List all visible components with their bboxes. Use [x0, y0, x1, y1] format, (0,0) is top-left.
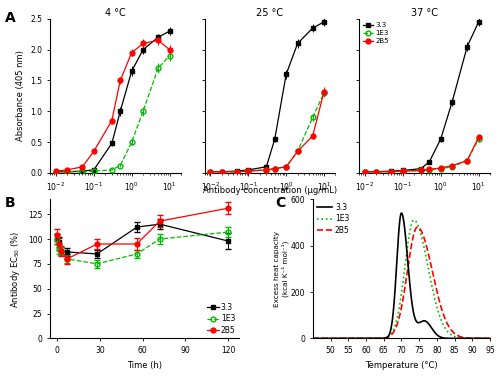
Y-axis label: Excess heat capacity
(kcal K⁻¹ mol⁻¹): Excess heat capacity (kcal K⁻¹ mol⁻¹) [274, 231, 289, 307]
Text: A: A [5, 11, 16, 25]
Text: C: C [275, 196, 285, 209]
X-axis label: Temperature (°C): Temperature (°C) [365, 361, 438, 370]
Legend: 3.3, 1E3, 2B5: 3.3, 1E3, 2B5 [316, 203, 350, 235]
X-axis label: Time (h): Time (h) [127, 361, 162, 370]
Text: Antibody concentration (μg/mL): Antibody concentration (μg/mL) [203, 186, 337, 195]
Y-axis label: Antibody EC$_{50}$ (%): Antibody EC$_{50}$ (%) [10, 230, 22, 308]
Legend: 3.3, 1E3, 2B5: 3.3, 1E3, 2B5 [362, 22, 388, 44]
Legend: 3.3, 1E3, 2B5: 3.3, 1E3, 2B5 [207, 303, 236, 335]
Title: 4 °C: 4 °C [105, 8, 126, 18]
Y-axis label: Absorbance (405 nm): Absorbance (405 nm) [16, 50, 24, 141]
Text: B: B [5, 196, 15, 209]
Title: 37 °C: 37 °C [411, 8, 438, 18]
Title: 25 °C: 25 °C [256, 8, 283, 18]
